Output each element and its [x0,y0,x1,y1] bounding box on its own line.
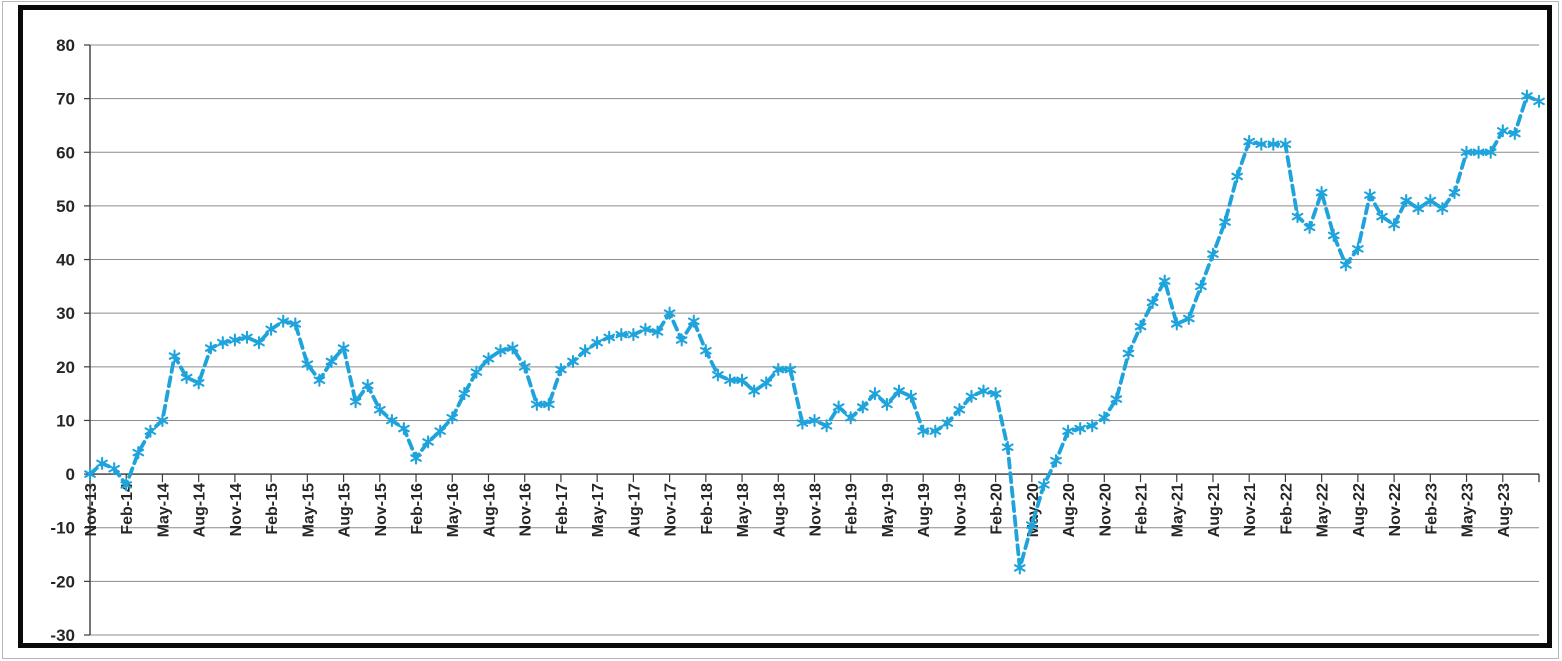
x-axis-label: Feb-22 [1278,483,1295,535]
x-axis-label: May-18 [735,483,752,537]
x-axis-label: Feb-21 [1134,483,1151,535]
x-axis-label: May-19 [880,483,897,537]
y-axis-label: 50 [56,197,75,216]
x-axis-label: May-14 [155,483,172,537]
x-axis-label: Feb-15 [264,483,281,535]
x-axis-label: Aug-14 [192,483,209,537]
x-axis-label: May-23 [1460,483,1477,537]
x-axis-label: May-17 [590,483,607,537]
line-chart-svg: 80 70 60 50 40 30 20 10 0 -10 -20 -30 Nov-13 Feb-14 Ma… [50,36,1545,645]
x-axis-label: Aug-19 [916,483,933,537]
chart-border: 80 70 60 50 40 30 20 10 0 -10 -20 -30 Nov-13 Feb-14 Ma… [18,5,1552,648]
x-axis-label: Feb-18 [699,483,716,535]
x-axis-label: Aug-17 [626,483,643,537]
x-axis-label: May-20 [1025,483,1042,537]
x-axis-label: Feb-19 [844,483,861,535]
y-axis-label: 20 [56,358,75,377]
y-axis-label: 80 [56,36,75,55]
x-axis-label: Aug-20 [1061,483,1078,537]
x-axis-label: Feb-20 [989,483,1006,535]
x-axis-label: Nov-22 [1387,483,1404,536]
x-axis-label: Aug-16 [481,483,498,537]
x-axis-label: Aug-22 [1351,483,1368,537]
y-axis-label: 10 [56,411,75,430]
x-axis-label: Feb-23 [1423,483,1440,535]
x-axis-label: Feb-14 [119,483,136,535]
x-axis-label: May-16 [445,483,462,537]
x-axis-label: May-21 [1170,483,1187,537]
x-axis-label: Aug-18 [771,483,788,537]
x-axis-label: Aug-21 [1206,483,1223,537]
y-axis-label: -20 [50,572,75,591]
y-axis-label: 70 [56,90,75,109]
x-axis-label: Nov-19 [952,483,969,536]
series-markers [84,89,1545,575]
x-axis-label: Feb-17 [554,483,571,535]
x-axis-label: Nov-18 [808,483,825,536]
x-axis-label: Aug-15 [337,483,354,537]
x-axis-label: Nov-20 [1097,483,1114,536]
x-axis-label: Nov-13 [83,483,100,536]
x-axis-label: Nov-17 [663,483,680,536]
y-axis-label: 60 [56,143,75,162]
y-axis-label: -10 [50,519,75,538]
x-axis-label: Nov-14 [228,483,245,536]
x-axis-label: Feb-16 [409,483,426,535]
x-axis-label: May-15 [300,483,317,537]
x-axis-label: Nov-15 [373,483,390,536]
y-axis-label: 0 [66,465,75,484]
y-axis-label: 40 [56,251,75,270]
x-axis-label: Nov-16 [518,483,535,536]
x-axis-label: Aug-23 [1496,483,1513,537]
x-axis-label: Nov-21 [1242,483,1259,536]
x-axis-label: May-22 [1315,483,1332,537]
y-axis-label: -30 [50,626,75,643]
y-axis-label: 30 [56,304,75,323]
